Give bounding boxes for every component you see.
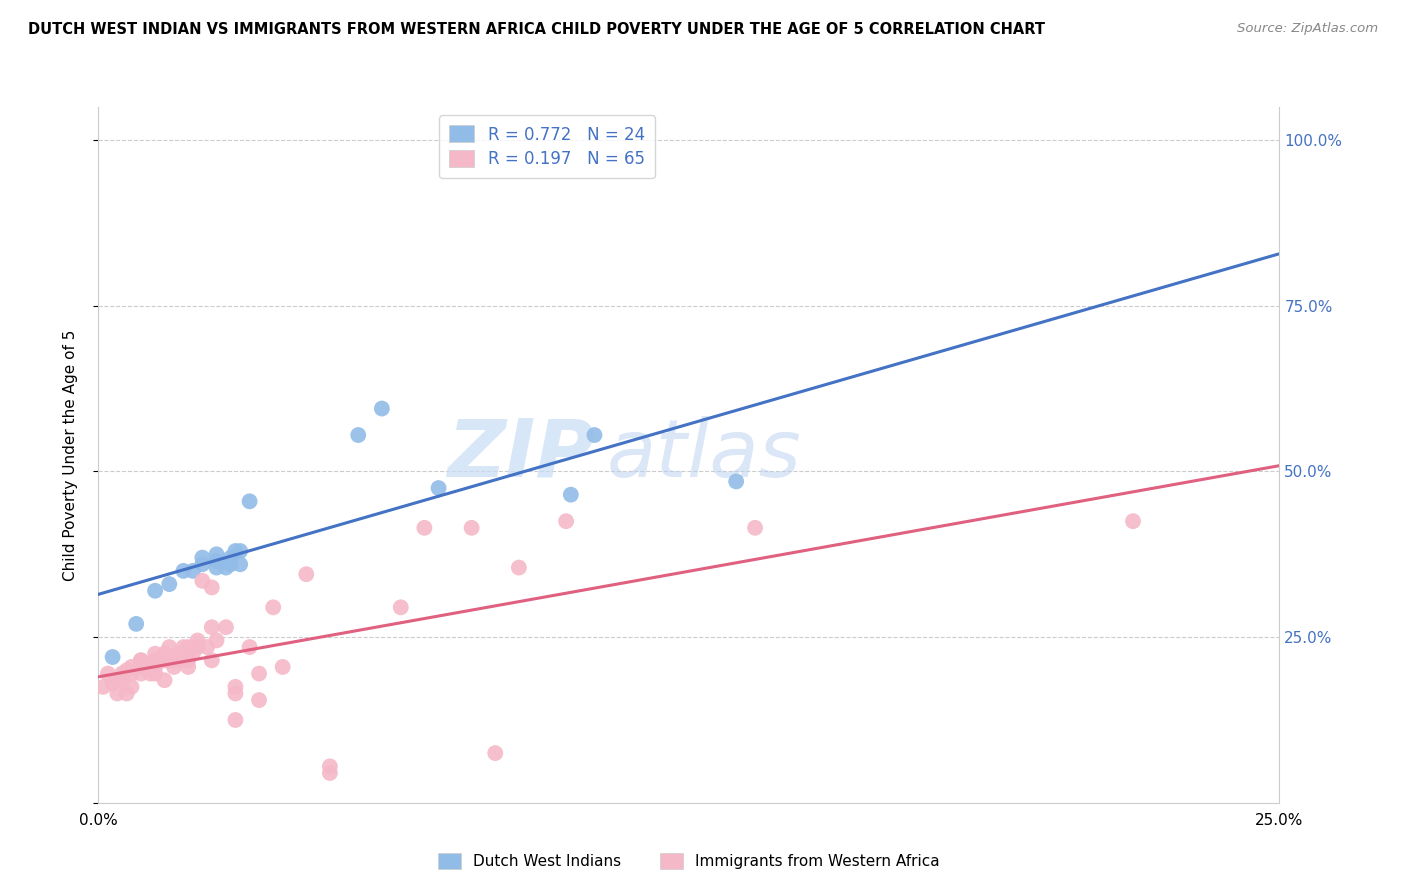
Point <box>125 616 148 631</box>
Point <box>177 640 200 654</box>
Point <box>111 666 134 681</box>
Point <box>101 650 124 665</box>
Point <box>262 600 284 615</box>
Point <box>201 581 224 595</box>
Point <box>484 746 506 760</box>
Point <box>163 660 186 674</box>
Text: ZIP: ZIP <box>447 416 595 494</box>
Point <box>195 640 218 654</box>
Point <box>191 558 214 572</box>
Point <box>219 558 242 572</box>
Point <box>129 653 152 667</box>
Point <box>201 653 224 667</box>
Point <box>129 653 152 667</box>
Point <box>111 673 134 688</box>
Point <box>153 673 176 688</box>
Point <box>205 547 228 561</box>
Point <box>115 686 138 700</box>
Point <box>224 686 246 700</box>
Text: DUTCH WEST INDIAN VS IMMIGRANTS FROM WESTERN AFRICA CHILD POVERTY UNDER THE AGE : DUTCH WEST INDIAN VS IMMIGRANTS FROM WES… <box>28 22 1045 37</box>
Point <box>115 663 138 677</box>
Point <box>191 550 214 565</box>
Point <box>163 653 186 667</box>
Point <box>239 494 262 508</box>
Point <box>224 713 246 727</box>
Point <box>1122 514 1144 528</box>
Point <box>219 550 242 565</box>
Point <box>239 640 262 654</box>
Point <box>157 577 180 591</box>
Point <box>205 554 228 568</box>
Point <box>139 660 162 674</box>
Point <box>229 558 252 572</box>
Point <box>371 401 394 416</box>
Point <box>205 633 228 648</box>
Point <box>347 428 370 442</box>
Point <box>427 481 450 495</box>
Y-axis label: Child Poverty Under the Age of 5: Child Poverty Under the Age of 5 <box>63 329 77 581</box>
Point <box>143 666 166 681</box>
Point <box>153 647 176 661</box>
Point <box>143 583 166 598</box>
Point <box>215 560 238 574</box>
Point <box>205 560 228 574</box>
Point <box>744 521 766 535</box>
Point <box>177 660 200 674</box>
Point <box>191 574 214 588</box>
Point <box>101 676 124 690</box>
Point <box>319 766 342 780</box>
Point <box>97 666 120 681</box>
Point <box>177 647 200 661</box>
Point <box>201 620 224 634</box>
Point <box>460 521 482 535</box>
Point <box>508 560 530 574</box>
Point <box>172 564 194 578</box>
Point <box>105 686 128 700</box>
Point <box>224 680 246 694</box>
Point <box>105 673 128 688</box>
Point <box>91 680 114 694</box>
Point <box>139 666 162 681</box>
Point <box>143 653 166 667</box>
Point <box>143 660 166 674</box>
Point <box>187 633 209 648</box>
Point <box>247 693 270 707</box>
Text: atlas: atlas <box>606 416 801 494</box>
Point <box>181 647 204 661</box>
Point <box>247 666 270 681</box>
Point <box>187 640 209 654</box>
Point <box>215 620 238 634</box>
Point <box>725 475 748 489</box>
Point <box>121 680 143 694</box>
Point <box>121 660 143 674</box>
Point <box>172 640 194 654</box>
Point <box>153 653 176 667</box>
Point <box>319 759 342 773</box>
Point <box>121 666 143 681</box>
Point <box>129 666 152 681</box>
Point <box>389 600 412 615</box>
Point <box>177 653 200 667</box>
Legend: Dutch West Indians, Immigrants from Western Africa: Dutch West Indians, Immigrants from West… <box>432 847 946 875</box>
Point <box>583 428 606 442</box>
Point <box>271 660 294 674</box>
Point <box>229 544 252 558</box>
Point <box>167 653 190 667</box>
Point <box>413 521 436 535</box>
Point <box>181 564 204 578</box>
Point <box>157 653 180 667</box>
Point <box>143 647 166 661</box>
Point <box>167 647 190 661</box>
Point <box>560 488 582 502</box>
Point <box>555 514 578 528</box>
Point <box>295 567 318 582</box>
Point <box>157 640 180 654</box>
Point <box>224 544 246 558</box>
Point <box>129 660 152 674</box>
Text: Source: ZipAtlas.com: Source: ZipAtlas.com <box>1237 22 1378 36</box>
